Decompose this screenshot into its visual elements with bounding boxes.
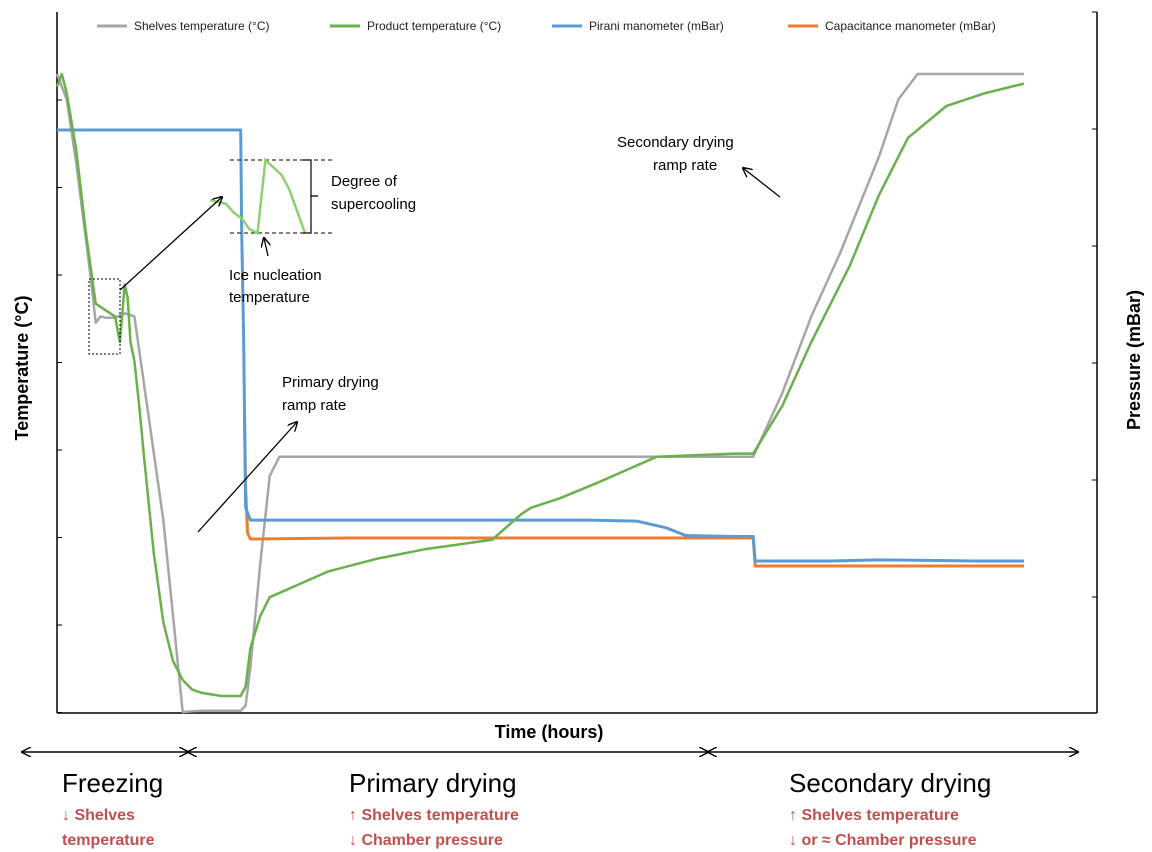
series-line-capacitance	[243, 420, 1024, 568]
series-line-product	[55, 72, 1025, 698]
supercooling-label-line2: supercooling	[331, 196, 416, 213]
ramp-annotations: Primary drying ramp rate Secondary dryin…	[197, 134, 781, 533]
axis-ticks	[57, 11, 1097, 713]
supercooling-label-line1: Degree of	[331, 173, 398, 190]
phase-labels: Freezing ↓ Shelves temperature Primary d…	[62, 768, 991, 849]
phase-primary-line1: ↑ Shelves temperature	[349, 807, 519, 824]
secondary-ramp-label-line1: Secondary drying	[617, 134, 734, 151]
secondary-ramp-arrow	[743, 168, 781, 198]
series-line-pirani	[57, 128, 1024, 563]
series-layer	[55, 72, 1025, 714]
nucleation-label-line2: temperature	[229, 289, 310, 306]
phase-primary-title: Primary drying	[349, 768, 517, 798]
nucleation-arrow	[264, 238, 268, 257]
legend-label-shelves: Shelves temperature (°C)	[134, 19, 270, 33]
phase-freezing-line1: ↓ Shelves	[62, 807, 135, 824]
legend-label-capacitance: Capacitance manometer (mBar)	[825, 19, 996, 33]
inset-product-curve	[209, 157, 307, 235]
x-axis-title: Time (hours)	[495, 722, 604, 742]
phase-freezing-line2: temperature	[62, 832, 155, 849]
y-axis-right-title: Pressure (mBar)	[1124, 290, 1144, 430]
phase-primary-line2: ↓ Chamber pressure	[349, 832, 503, 849]
axes	[56, 11, 1098, 714]
phase-freezing-title: Freezing	[62, 768, 163, 798]
supercooling-brace	[303, 159, 318, 234]
primary-ramp-arrow	[197, 422, 297, 533]
inset-selection-box	[88, 278, 121, 355]
legend-label-product: Product temperature (°C)	[367, 19, 501, 33]
supercooling-inset: Degree of supercooling Ice nucleation te…	[88, 157, 416, 355]
inset-zoom-arrow	[119, 197, 222, 291]
secondary-ramp-label-line2: ramp rate	[653, 157, 717, 174]
series-line-shelves	[55, 72, 1024, 714]
phase-secondary-title: Secondary drying	[789, 768, 991, 798]
phase-secondary-line2: ↓ or ≈ Chamber pressure	[789, 832, 977, 849]
nucleation-label-line1: Ice nucleation	[229, 267, 322, 284]
primary-ramp-label-line2: ramp rate	[282, 397, 346, 414]
legend-label-pirani: Pirani manometer (mBar)	[589, 19, 724, 33]
y-axis-left-title: Temperature (°C)	[12, 296, 32, 441]
phase-secondary-line1: ↑ Shelves temperature	[789, 807, 959, 824]
legend: Shelves temperature (°C) Product tempera…	[97, 19, 996, 33]
primary-ramp-label-line1: Primary drying	[282, 374, 379, 391]
